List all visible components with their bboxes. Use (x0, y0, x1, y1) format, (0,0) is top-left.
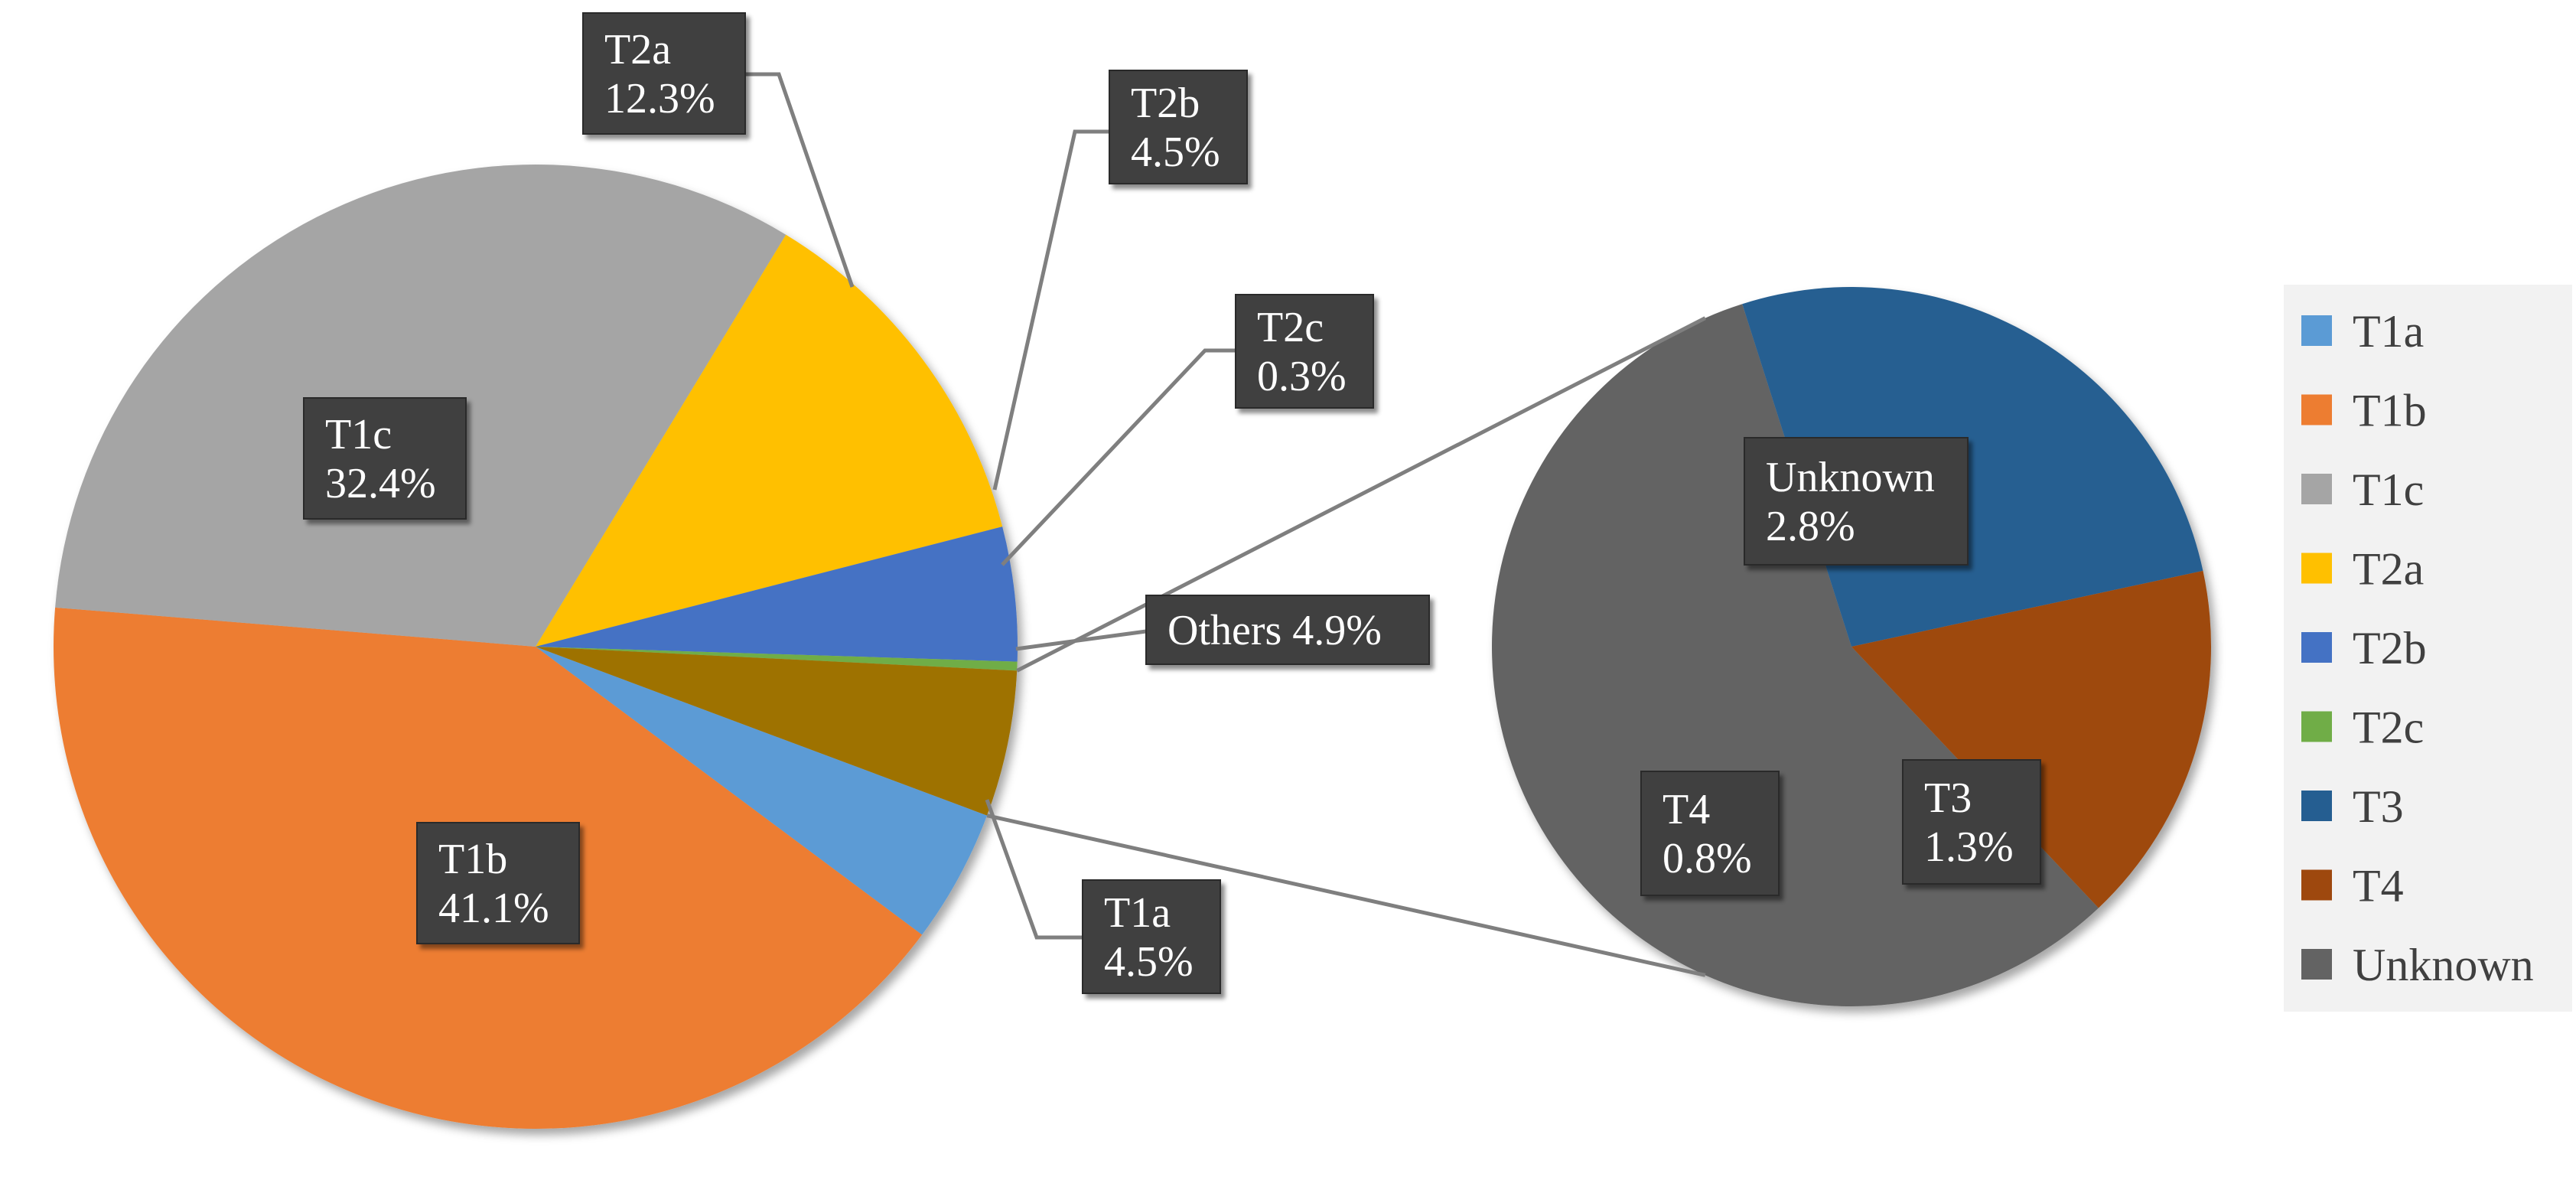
data-label-box (1145, 595, 1430, 665)
legend-item-unknown: Unknown (2301, 940, 2534, 990)
legend-item-t2b: T2b (2301, 623, 2427, 673)
legend: T1a T1b T1c T2a T2b T2c T3 T4 Unknown (2284, 285, 2572, 1012)
data-label-text: T2a (604, 26, 671, 73)
legend-swatch (2301, 711, 2332, 742)
data-label-box (1902, 759, 2041, 885)
legend-swatch (2301, 791, 2332, 821)
slice-t2b (536, 527, 1018, 662)
data-label-text: 0.3% (1257, 353, 1347, 400)
sec-slice-t4 (1851, 570, 2212, 908)
data-label-box (303, 397, 467, 520)
legend-label: T2c (2353, 703, 2424, 753)
legend-swatch (2301, 553, 2332, 584)
leader-line-t2c (1001, 348, 1236, 566)
slice-t2c (536, 647, 1018, 671)
leader-line-t2b (992, 129, 1109, 491)
data-label-text: 32.4% (325, 460, 436, 507)
data-label-text: 4.5% (1131, 129, 1220, 176)
legend-label: T2b (2353, 623, 2427, 673)
legend-label: T3 (2353, 781, 2404, 832)
legend-item-t1a: T1a (2301, 306, 2424, 357)
legend-label: T1a (2353, 306, 2424, 357)
data-label-text: T3 (1924, 774, 1972, 822)
data-label-text: Unknown (1766, 454, 1935, 501)
pie-connector-lines (986, 316, 1706, 977)
data-label-text: 2.8% (1766, 503, 1855, 550)
legend-label: T4 (2353, 861, 2404, 911)
legend-swatch (2301, 949, 2332, 980)
main-pie (53, 164, 1018, 1130)
leader-line-t1a (985, 799, 1083, 940)
legend-item-t3: T3 (2301, 781, 2404, 832)
data-label-text: 41.1% (438, 885, 549, 932)
leader-line-others (1015, 629, 1147, 651)
data-label-box (582, 12, 746, 135)
data-label-box (1640, 771, 1780, 896)
legend-swatch (2301, 474, 2332, 504)
data-label-text: T1a (1104, 889, 1171, 937)
data-label-others: Others 4.9% (1145, 595, 1430, 665)
legend-swatch (2301, 315, 2332, 346)
label-leader-lines (745, 72, 1236, 940)
connector-line-bottom (986, 813, 1706, 977)
data-label-box (1109, 70, 1248, 184)
legend-label: T1b (2353, 386, 2427, 436)
legend-swatch (2301, 394, 2332, 425)
legend-item-t2c: T2c (2301, 703, 2424, 753)
data-label-t3: T31.3% (1902, 759, 2041, 885)
legend-label: T1c (2353, 465, 2424, 515)
data-label-box (1744, 437, 1969, 566)
legend-swatch (2301, 869, 2332, 901)
data-label-text: 0.8% (1663, 835, 1752, 882)
data-label-text: T2c (1257, 304, 1324, 351)
slice-others (536, 647, 1018, 816)
data-label-box (1235, 294, 1374, 409)
data-label-t4: T40.8% (1640, 771, 1780, 896)
data-label-text: T2b (1131, 80, 1200, 127)
legend-swatch (2301, 632, 2332, 663)
slice-t1a (536, 647, 988, 935)
legend-label: T2a (2353, 544, 2424, 595)
data-label-text: T1b (438, 836, 507, 883)
legend-item-t2a: T2a (2301, 544, 2424, 595)
data-label-text: T1c (325, 411, 392, 458)
legend-item-t1b: T1b (2301, 386, 2427, 436)
data-label-text: 12.3% (604, 75, 715, 122)
data-label-box (1082, 879, 1221, 994)
data-label-box (416, 822, 580, 944)
data-label-text: 4.5% (1104, 938, 1194, 986)
data-label-text: T4 (1663, 786, 1710, 833)
leader-line-t2a (745, 72, 855, 288)
secondary-pie (1492, 286, 2212, 1006)
legend-item-t1c: T1c (2301, 465, 2424, 515)
connector-line-top (1016, 316, 1706, 673)
legend-label: Unknown (2353, 940, 2534, 990)
data-label-text: Others 4.9% (1168, 607, 1382, 654)
slice-t2a (536, 234, 1003, 647)
legend-item-t4: T4 (2301, 861, 2404, 911)
data-label-text: 1.3% (1924, 823, 2014, 871)
